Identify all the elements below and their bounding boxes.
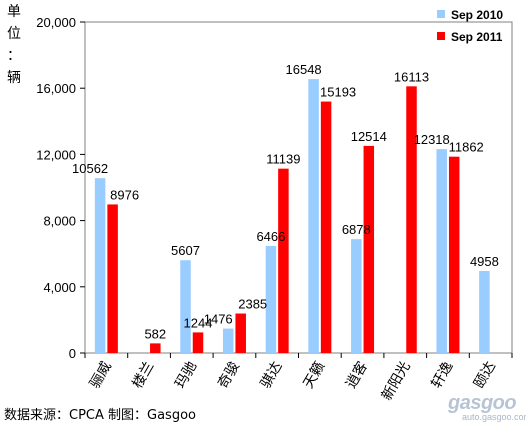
- bar-value-label: 11139: [266, 152, 300, 167]
- bar-value-label: 1476: [204, 312, 233, 327]
- bar-sep-2010: [436, 149, 447, 353]
- x-category-label: 逍客: [342, 359, 370, 391]
- bar-value-label: 6878: [342, 222, 371, 237]
- bar-value-label: 4958: [470, 254, 499, 269]
- bar-sep-2011: [150, 343, 161, 353]
- bar-sep-2010: [308, 79, 319, 353]
- bar-value-label: 16548: [286, 62, 322, 77]
- y-tick-label: 4,000: [43, 280, 76, 295]
- x-category-label: 天籁: [300, 359, 328, 391]
- bar-value-label: 12318: [414, 132, 450, 147]
- bar-sep-2011: [235, 313, 246, 353]
- y-axis-label-char: 辆: [7, 69, 21, 85]
- x-category-label: 轩逸: [428, 359, 456, 391]
- bar-sep-2011: [320, 101, 332, 353]
- bar-sep-2011: [363, 145, 375, 353]
- bar-value-label: 6466: [256, 229, 285, 244]
- bar-value-label: 15193: [320, 85, 356, 100]
- bar-sep-2010: [479, 270, 490, 353]
- legend-swatch: [437, 10, 445, 18]
- data-source-note: 数据来源：CPCA 制图：Gasgoo: [4, 408, 196, 423]
- bar-sep-2010: [222, 328, 234, 353]
- x-category-label: 颐达: [470, 359, 498, 391]
- y-tick-label: 8,000: [43, 214, 76, 229]
- bar-value-label: 1244: [184, 315, 213, 330]
- bar-value-label: 582: [144, 326, 166, 341]
- bar-value-label: 10562: [72, 161, 108, 176]
- bar-value-label: 11862: [449, 140, 484, 155]
- bar-sep-2010: [94, 178, 106, 353]
- y-tick-label: 16,000: [36, 81, 76, 96]
- x-category-label: 骊威: [86, 359, 114, 391]
- x-category-label: 楼兰: [129, 359, 157, 391]
- y-tick-label: 12,000: [36, 147, 76, 162]
- x-category-label: 骐达: [257, 359, 285, 391]
- x-category-label: 新阳光: [378, 359, 413, 403]
- legend-label: Sep 2011: [451, 30, 503, 44]
- x-category-label: 奇骏: [214, 359, 242, 391]
- bar-sep-2010: [265, 245, 277, 353]
- bar-sep-2010: [180, 260, 191, 353]
- y-tick-label: 0: [69, 346, 76, 361]
- bar-sep-2011: [107, 204, 118, 353]
- gasgoo-watermark-logo: gasgoo: [448, 392, 517, 414]
- bar-sep-2010: [351, 239, 362, 353]
- bar-value-label: 2385: [238, 297, 267, 312]
- gasgoo-watermark-url: auto.gasgoo.com: [462, 412, 526, 422]
- y-axis-label-char: 单: [7, 3, 21, 19]
- bar-sep-2011: [278, 168, 289, 353]
- bar-value-label: 8976: [110, 187, 139, 202]
- y-axis-label-char: ：: [7, 47, 21, 63]
- legend-label: Sep 2010: [451, 8, 503, 22]
- bar-sep-2011: [448, 156, 460, 353]
- bar-sep-2011: [406, 86, 417, 354]
- bar-sep-2011: [192, 332, 204, 353]
- bar-value-label: 12514: [351, 129, 387, 144]
- bar-value-label: 5607: [171, 243, 200, 258]
- x-category-label: 玛驰: [171, 359, 199, 391]
- y-tick-label: 20,000: [36, 15, 76, 30]
- bar-value-label: 16113: [394, 69, 429, 84]
- y-axis-label-char: 位: [7, 25, 21, 41]
- legend-swatch: [437, 32, 445, 40]
